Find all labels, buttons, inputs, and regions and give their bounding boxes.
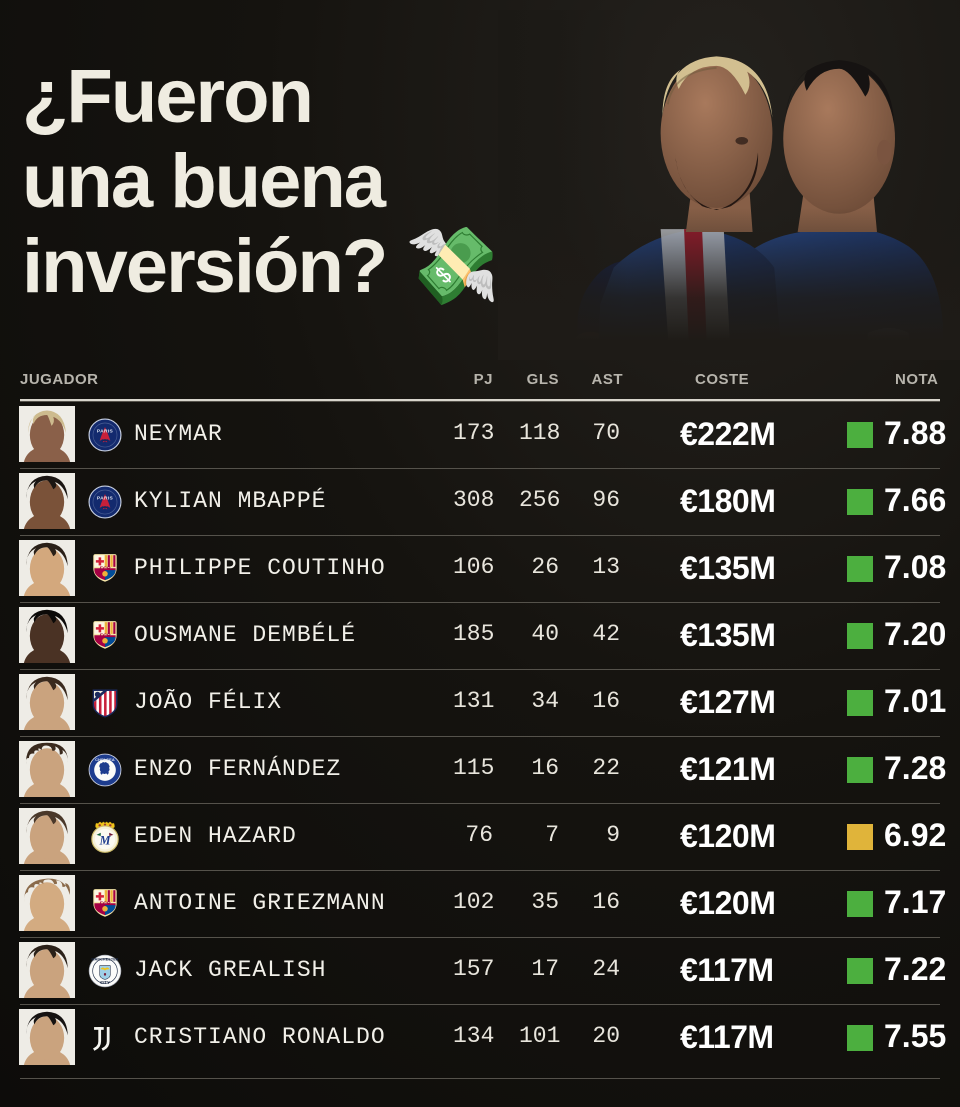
svg-text:PARIS: PARIS [97, 495, 114, 501]
svg-text:M: M [99, 833, 112, 847]
svg-text:CITY: CITY [100, 980, 110, 985]
svg-text:CHELSEA: CHELSEA [95, 758, 115, 762]
svg-text:MANCHESTER: MANCHESTER [91, 958, 118, 962]
svg-text:PARIS: PARIS [97, 428, 114, 434]
